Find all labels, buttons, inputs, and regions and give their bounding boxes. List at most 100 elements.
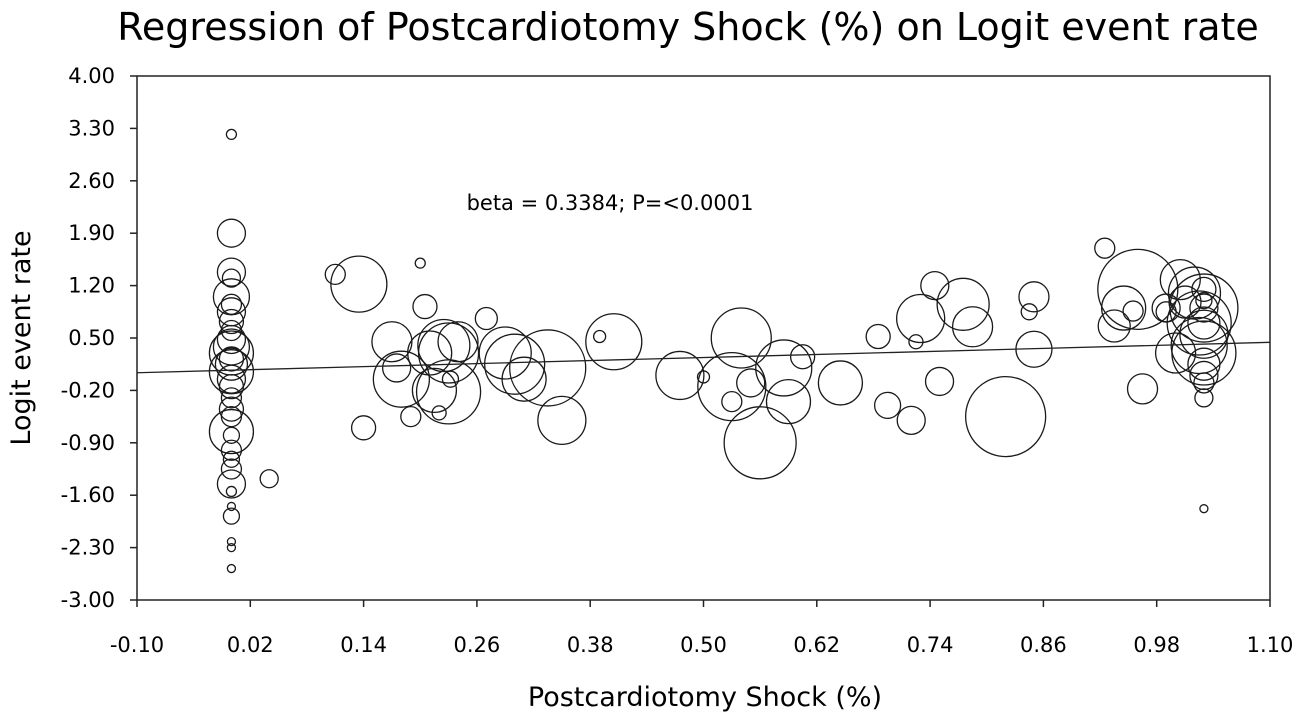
- axis-ticks: -0.10 0.02 0.14 0.26 0.38 0.50 0.62 0.74 0.86 0.9…: [61, 64, 1294, 657]
- study-bubble: [372, 350, 431, 408]
- study-bubble: [509, 329, 587, 407]
- study-bubble: [1191, 276, 1217, 302]
- study-bubble: [924, 366, 955, 397]
- study-bubble: [1166, 290, 1232, 356]
- y-tick-label: 3.30: [68, 116, 115, 140]
- study-bubble: [896, 293, 946, 344]
- y-tick-label: 0.50: [68, 326, 115, 350]
- data-points: [208, 128, 1239, 574]
- x-tick-label: -0.10: [110, 633, 164, 657]
- study-bubble: [414, 257, 426, 269]
- study-bubble: [220, 458, 243, 480]
- study-bubble: [411, 367, 458, 414]
- study-bubble: [216, 324, 247, 355]
- study-bubble: [225, 128, 238, 141]
- regression-annotation: beta = 0.3384; P=<0.0001: [467, 191, 754, 215]
- study-bubble: [441, 370, 460, 388]
- study-bubble: [222, 507, 241, 525]
- study-bubble: [723, 406, 797, 480]
- study-bubble: [259, 469, 279, 489]
- study-bubble: [218, 308, 245, 335]
- study-bubble: [1187, 306, 1221, 340]
- study-bubble: [765, 378, 812, 425]
- study-bubble: [208, 408, 255, 455]
- study-bubble: [592, 329, 607, 344]
- study-bubble: [226, 542, 237, 553]
- study-bubble: [220, 387, 243, 409]
- y-tick-label: 2.60: [68, 169, 115, 193]
- study-bubble: [218, 396, 245, 422]
- study-bubble: [214, 347, 249, 381]
- study-bubble: [1018, 281, 1050, 313]
- study-bubble: [226, 501, 237, 512]
- study-bubble: [1094, 237, 1116, 259]
- study-bubble: [474, 306, 498, 331]
- study-bubble: [1171, 320, 1237, 386]
- study-bubble: [1101, 285, 1147, 331]
- study-bubble: [896, 405, 926, 435]
- x-tick-label: 0.50: [680, 633, 727, 657]
- study-bubble: [216, 257, 247, 287]
- study-bubble: [1179, 309, 1229, 359]
- study-bubble: [484, 333, 546, 395]
- study-bubble: [721, 390, 743, 413]
- study-bubble: [1189, 293, 1219, 323]
- study-bubble: [220, 439, 243, 461]
- study-bubble: [1194, 388, 1214, 408]
- x-tick-label: 0.26: [454, 633, 501, 657]
- study-bubble: [371, 321, 413, 363]
- x-tick-label: 0.74: [907, 633, 954, 657]
- study-bubble: [908, 334, 924, 350]
- y-tick-label: -0.20: [61, 378, 115, 402]
- x-axis-label: Postcardiotomy Shock (%): [528, 682, 882, 713]
- y-axis-label: Logit event rate: [6, 230, 37, 445]
- x-tick-label: 0.62: [793, 633, 840, 657]
- study-bubble: [1122, 300, 1144, 322]
- study-bubble: [865, 323, 891, 350]
- study-bubble: [873, 391, 902, 420]
- study-bubble: [407, 330, 453, 376]
- study-bubble: [736, 368, 766, 398]
- study-bubble: [1199, 504, 1209, 514]
- study-bubble: [1193, 372, 1215, 394]
- study-bubble: [226, 536, 237, 547]
- study-bubble: [350, 415, 377, 441]
- study-bubble: [1097, 248, 1179, 330]
- study-bubble: [222, 426, 241, 444]
- y-tick-label: 1.20: [68, 274, 115, 298]
- x-tick-label: 1.10: [1247, 633, 1294, 657]
- study-bubble: [324, 263, 346, 286]
- study-bubble: [1126, 373, 1159, 405]
- study-bubble: [221, 268, 242, 288]
- study-bubble: [220, 293, 243, 315]
- plot-area-frame: [136, 75, 1271, 601]
- y-tick-label: -3.00: [61, 588, 115, 612]
- study-bubble: [216, 364, 247, 394]
- y-tick-label: -2.30: [61, 536, 115, 560]
- study-bubble: [417, 318, 471, 373]
- y-tick-label: 1.90: [68, 221, 115, 245]
- study-bubble: [400, 405, 422, 428]
- study-bubble: [330, 255, 388, 313]
- x-tick-label: 0.98: [1133, 633, 1180, 657]
- study-bubble: [755, 339, 813, 397]
- study-bubble: [220, 405, 243, 428]
- study-bubble: [216, 218, 247, 248]
- x-tick-label: 0.86: [1020, 633, 1067, 657]
- study-bubble: [437, 321, 479, 363]
- study-bubble: [1154, 332, 1197, 374]
- regression-line: [136, 341, 1271, 374]
- study-bubble: [655, 350, 705, 401]
- study-bubble: [537, 395, 587, 445]
- study-bubble: [225, 485, 238, 498]
- study-bubble: [936, 277, 990, 331]
- study-bubble: [817, 360, 864, 406]
- y-tick-label: 4.00: [68, 64, 115, 88]
- chart-title: Regression of Postcardiotomy Shock (%) o…: [117, 5, 1259, 49]
- study-bubble: [1097, 309, 1131, 343]
- y-tick-label: -0.90: [61, 431, 115, 455]
- study-bubble: [951, 306, 994, 348]
- x-tick-label: 0.14: [340, 633, 387, 657]
- study-bubble: [920, 270, 950, 301]
